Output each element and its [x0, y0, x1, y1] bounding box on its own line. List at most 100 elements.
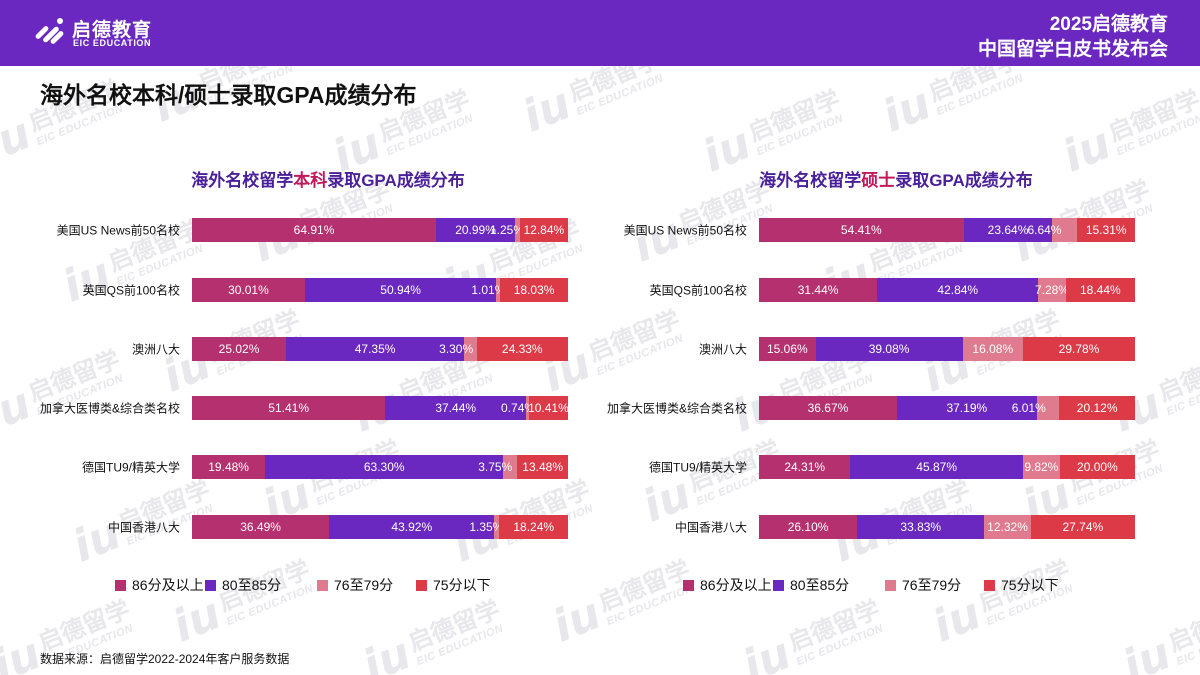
data-label: 64.91% — [293, 223, 335, 237]
bar-segment — [526, 396, 529, 420]
data-label: 1.01% — [471, 283, 506, 297]
bar-segment — [476, 337, 568, 361]
category-label: 美国US News前50名校 — [56, 223, 180, 238]
top-banner: 启德教育 EIC EDUCATION 2025启德教育 中国留学白皮书发布会 — [0, 0, 1200, 66]
legend-swatch — [317, 579, 328, 591]
legend-item: 75分以下 — [416, 575, 491, 595]
category-label: 德国TU9/精英大学 — [81, 460, 180, 475]
bar-segment — [896, 396, 1037, 420]
category-label: 加拿大医博类&综合类名校 — [606, 401, 747, 416]
event-title-line1: 2025启德教育 — [1049, 14, 1168, 35]
data-label: 47.35% — [354, 342, 396, 356]
legend-label: 86分及以上 — [700, 577, 772, 593]
chart-title-prefix: 海外名校留学 — [191, 171, 294, 190]
data-label: 1.25% — [490, 223, 525, 237]
category-label: 中国香港八大 — [107, 520, 180, 535]
data-label: 33.83% — [900, 520, 942, 534]
data-label: 31.44% — [797, 283, 839, 297]
bar-segment — [192, 455, 266, 479]
data-label: 20.12% — [1076, 401, 1118, 415]
data-label: 24.31% — [784, 460, 826, 474]
category-label: 中国香港八大 — [674, 520, 747, 535]
data-label: 15.06% — [766, 342, 808, 356]
data-label: 16.08% — [972, 342, 1014, 356]
bar-segment — [1030, 515, 1135, 539]
bar-segment — [329, 515, 495, 539]
legend-label: 75分以下 — [433, 577, 491, 593]
legend-swatch — [984, 579, 995, 591]
bar-segment — [503, 455, 518, 479]
bar-segment — [385, 396, 527, 420]
chart-title-prefix: 海外名校留学 — [759, 171, 862, 190]
bar-segment — [815, 337, 963, 361]
bar-segment — [192, 218, 437, 242]
data-label: 12.84% — [523, 223, 565, 237]
legend-item: 80至85分 — [205, 575, 281, 595]
chart-title-highlight: 硕士 — [861, 171, 896, 190]
data-label: 3.30% — [439, 342, 474, 356]
legend-label: 86分及以上 — [132, 577, 204, 593]
bar-segment — [877, 278, 1039, 302]
bar-segment — [192, 278, 305, 302]
bar-segment — [1052, 218, 1078, 242]
bar-segment — [1059, 396, 1135, 420]
legend-item: 76至79分 — [317, 575, 393, 595]
data-label: 24.33% — [501, 342, 543, 356]
data-label: 23.64% — [987, 223, 1029, 237]
data-label: 0.74% — [501, 401, 536, 415]
data-label: 36.67% — [807, 401, 849, 415]
page-title: 海外名校本科/硕士录取GPA成绩分布 — [40, 82, 417, 108]
data-label: 1.35% — [469, 520, 504, 534]
logo-name-cn: 启德教育 — [72, 20, 153, 41]
bar-segment — [464, 337, 477, 361]
data-label: 18.44% — [1079, 283, 1121, 297]
category-label: 澳洲八大 — [131, 342, 180, 357]
bar-segment — [759, 396, 897, 420]
bar-segment — [759, 455, 851, 479]
bar-segment — [1036, 396, 1060, 420]
data-label: 20.00% — [1077, 460, 1118, 474]
chart-title: 海外名校留学硕士录取GPA成绩分布 — [759, 166, 1033, 191]
data-label: 10.41% — [528, 401, 569, 415]
bar-segment — [265, 455, 504, 479]
legend-item: 86分及以上 — [683, 575, 772, 595]
data-label: 37.44% — [435, 401, 477, 415]
legend-label: 76至79分 — [902, 577, 962, 593]
data-label: 45.87% — [916, 460, 957, 474]
logo-name-en: EIC EDUCATION — [73, 38, 152, 48]
data-label: 30.01% — [228, 283, 269, 297]
legend-item: 75分以下 — [984, 575, 1059, 595]
data-label: 18.03% — [513, 283, 555, 297]
legend-label: 76至79分 — [334, 577, 394, 593]
category-label: 加拿大医博类&综合类名校 — [39, 401, 180, 416]
chart-title: 海外名校留学本科录取GPA成绩分布 — [191, 166, 465, 191]
category-label: 澳洲八大 — [698, 342, 747, 357]
category-label: 德国TU9/精英大学 — [648, 460, 747, 475]
data-label: 50.94% — [380, 283, 421, 297]
data-label: 39.08% — [868, 342, 910, 356]
data-label: 13.48% — [522, 460, 564, 474]
legend-label: 80至85分 — [790, 577, 850, 593]
chart-title-suffix: 录取GPA成绩分布 — [895, 171, 1033, 190]
data-label: 12.32% — [987, 520, 1028, 534]
legend-swatch — [115, 579, 126, 591]
data-label: 20.99% — [455, 223, 496, 237]
data-label: 43.92% — [391, 520, 433, 534]
category-label: 英国QS前100名校 — [82, 283, 180, 298]
data-label: 3.75% — [478, 460, 513, 474]
chart-title-suffix: 录取GPA成绩分布 — [327, 171, 465, 190]
bar-segment — [192, 515, 330, 539]
data-label: 51.41% — [268, 401, 309, 415]
bar-segment — [436, 218, 515, 242]
bar-segment — [1023, 337, 1135, 361]
chart-title-highlight: 本科 — [293, 171, 328, 190]
category-label: 英国QS前100名校 — [649, 283, 747, 298]
legend-item: 80至85分 — [773, 575, 849, 595]
legend-swatch — [205, 579, 216, 591]
legend-item: 86分及以上 — [115, 575, 204, 595]
data-label: 37.19% — [946, 401, 988, 415]
bar-segment — [857, 515, 985, 539]
legend-label: 80至85分 — [222, 577, 282, 593]
bar-segment — [759, 278, 878, 302]
bar-segment — [528, 396, 568, 420]
